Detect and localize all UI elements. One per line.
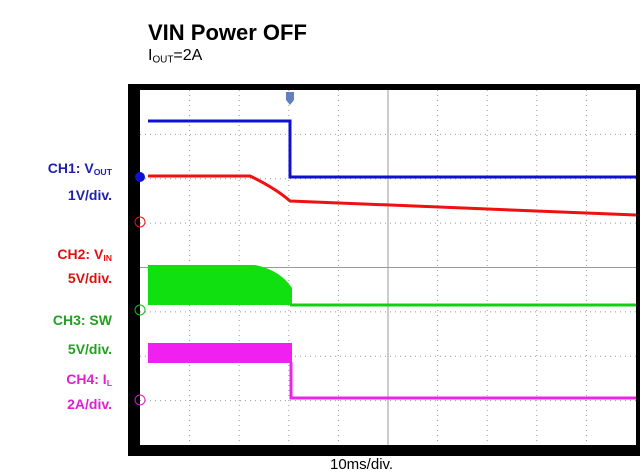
subtitle-rest: =2A xyxy=(173,47,203,64)
ch1-scale: 1V/div. xyxy=(67,187,112,203)
trigger-marker xyxy=(286,92,294,105)
ch4-scale: 2A/div. xyxy=(67,396,112,412)
ch-sub: L xyxy=(106,378,112,389)
ch3-name: CH3: SW xyxy=(53,312,112,328)
ch4-name: CH4: IL xyxy=(66,371,112,388)
ch3-marker xyxy=(134,304,146,316)
ch4-band xyxy=(148,343,292,363)
ch2-name: CH2: VIN xyxy=(57,246,112,263)
ch-main: CH1: V xyxy=(47,160,94,176)
ch1-name: CH1: VOUT xyxy=(48,160,112,177)
ch2-trace xyxy=(148,174,637,217)
ch2-marker xyxy=(134,216,146,228)
ch1-trace xyxy=(148,119,636,179)
ch-sub: OUT xyxy=(93,167,112,178)
ch2-scale: 5V/div. xyxy=(67,270,112,286)
ch3-band xyxy=(148,265,292,305)
subtitle-main: I xyxy=(148,47,153,64)
ch4-marker xyxy=(134,394,146,406)
ch-main: CH3: SW xyxy=(52,312,112,328)
x-label: 10ms/div. xyxy=(330,456,394,473)
ch-sub: IN xyxy=(103,253,112,264)
ch4-trace xyxy=(289,362,636,400)
title: VIN Power OFF xyxy=(148,20,307,45)
subtitle-sub: OUT xyxy=(152,54,174,66)
subtitle: IOUT=2A xyxy=(148,47,202,65)
ch-main: CH4: I xyxy=(66,371,107,387)
ch-main: CH2: V xyxy=(57,246,104,262)
ch1-marker xyxy=(135,172,145,182)
ch3-scale: 5V/div. xyxy=(67,341,112,357)
